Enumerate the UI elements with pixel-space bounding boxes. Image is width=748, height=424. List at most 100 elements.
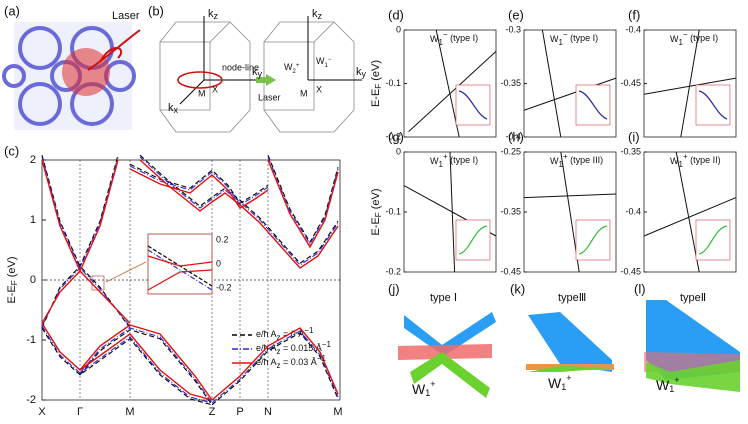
text-part: 1	[679, 38, 684, 47]
y-tick-label: -0.4	[625, 24, 641, 34]
text-part: A	[271, 343, 277, 353]
band	[541, 29, 562, 138]
x-tick-label: M	[125, 406, 134, 418]
text-part: z	[277, 333, 281, 342]
text-part: 1	[559, 38, 564, 47]
panel-label: (e)	[508, 7, 524, 22]
legend-label: e/ħ Az = 0 Å−1	[256, 326, 314, 342]
text-part: = 0.03 Å	[281, 357, 317, 367]
panel-label: (f)	[628, 7, 640, 22]
inset-tick-label: 0	[216, 258, 221, 268]
weyl-label: W1−	[316, 56, 332, 68]
inset-arrow	[105, 261, 147, 283]
panel-l: (l) typeⅡ W1+	[634, 281, 740, 394]
lower-cone	[528, 366, 612, 372]
y-tick-label: -0.2	[385, 131, 401, 141]
text-part: −	[683, 30, 688, 39]
band	[643, 77, 737, 95]
type-label: typeⅢ	[558, 292, 586, 304]
point-label: X	[212, 84, 218, 94]
inset-source	[91, 275, 105, 291]
lower-cone	[410, 352, 490, 398]
text-part: −1	[304, 326, 314, 335]
text-part: (eV)	[370, 188, 382, 212]
text-part: 1	[439, 160, 444, 169]
text-part: −	[563, 30, 568, 39]
y-tick-label: -0.4	[625, 206, 641, 216]
text-part: A	[271, 357, 277, 367]
band	[435, 29, 460, 138]
text-part: +	[443, 152, 448, 161]
x-tick-label: Z	[209, 406, 216, 418]
laser-label: Laser	[258, 92, 281, 102]
y-tick-label: -0.1	[385, 78, 401, 88]
band	[139, 154, 339, 264]
y-tick-label: 1	[30, 214, 36, 226]
y-tick-label: -0.45	[500, 266, 521, 276]
text-part: F	[10, 280, 19, 285]
text-part: E-E	[6, 285, 18, 303]
band	[139, 159, 339, 269]
x-tick-label: N	[264, 406, 272, 418]
y-tick-label: -0.1	[385, 206, 401, 216]
node-line-label: node-line	[222, 62, 259, 72]
band	[523, 193, 617, 199]
panel-title: W1− (type I)	[670, 30, 718, 47]
panel-k: (k) typeⅢ W1+	[510, 281, 614, 392]
text-part: A	[271, 329, 277, 339]
inset-curve	[458, 90, 488, 120]
band	[41, 327, 213, 406]
band	[41, 322, 213, 401]
text-part: E-E	[370, 217, 382, 235]
y-tick-label: -0.35	[620, 146, 641, 156]
text-part: 1	[679, 160, 684, 169]
legend-label: e/ħ Az = 0.015 Å−1	[256, 340, 332, 356]
band	[523, 77, 617, 111]
y-tick-label: -2	[26, 394, 36, 406]
panel-label: (d)	[388, 7, 404, 22]
band	[129, 163, 269, 204]
text-part: (type I)	[448, 33, 479, 43]
panel-label: (k)	[510, 281, 525, 296]
text-part: W	[550, 156, 559, 166]
point-label: M	[300, 88, 308, 98]
text-part: W	[430, 156, 439, 166]
plot-frame	[41, 159, 341, 401]
band	[267, 154, 339, 244]
text-part: −	[443, 30, 448, 39]
axis-label: kx	[168, 102, 179, 115]
band	[79, 324, 213, 401]
panel-label: (g)	[388, 129, 404, 144]
band	[680, 29, 700, 138]
panel-label: (l)	[634, 281, 646, 296]
inset-curve	[578, 90, 608, 120]
band	[675, 151, 700, 273]
band	[79, 327, 213, 404]
panel-label: (h)	[508, 129, 524, 144]
weyl-label: W1+	[412, 379, 436, 398]
band	[139, 156, 339, 266]
band	[267, 156, 339, 246]
type-label: type Ⅰ	[430, 292, 457, 304]
node-line	[177, 71, 223, 89]
panel-title: W1− (type I)	[550, 30, 598, 47]
text-part: −1	[322, 340, 332, 349]
inset-tick-label: 0.2	[216, 234, 229, 244]
panel-label: (a)	[4, 3, 20, 18]
text-part: z	[277, 347, 281, 356]
text-part: (type II)	[688, 155, 721, 165]
x-tick-label: P	[236, 406, 243, 418]
panel-label: (b)	[148, 3, 164, 18]
band	[41, 159, 119, 324]
text-part: (type I)	[568, 33, 599, 43]
y-tick-label: -0.25	[500, 146, 521, 156]
band	[211, 330, 339, 404]
text-part: W	[430, 34, 439, 44]
axis-label: ky	[252, 66, 263, 79]
inset-curve	[698, 225, 728, 255]
text-part: z	[277, 361, 281, 370]
y-tick-label: 0	[30, 274, 36, 286]
point-label: X	[316, 84, 322, 94]
inset-curve	[698, 90, 728, 120]
